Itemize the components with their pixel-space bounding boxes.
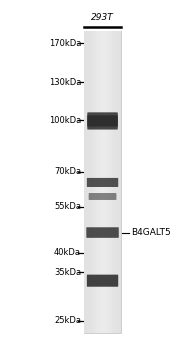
- Text: 55kDa: 55kDa: [54, 202, 81, 211]
- Text: 35kDa: 35kDa: [54, 268, 81, 276]
- Text: 130kDa: 130kDa: [49, 77, 81, 86]
- Text: 70kDa: 70kDa: [54, 167, 81, 176]
- Text: B4GALT5: B4GALT5: [131, 228, 171, 237]
- Text: 293T: 293T: [91, 13, 114, 22]
- Bar: [84, 31, 121, 333]
- Text: 170kDa: 170kDa: [49, 38, 81, 48]
- Text: 25kDa: 25kDa: [54, 316, 81, 326]
- Text: 100kDa: 100kDa: [49, 116, 81, 125]
- Text: 40kDa: 40kDa: [54, 248, 81, 257]
